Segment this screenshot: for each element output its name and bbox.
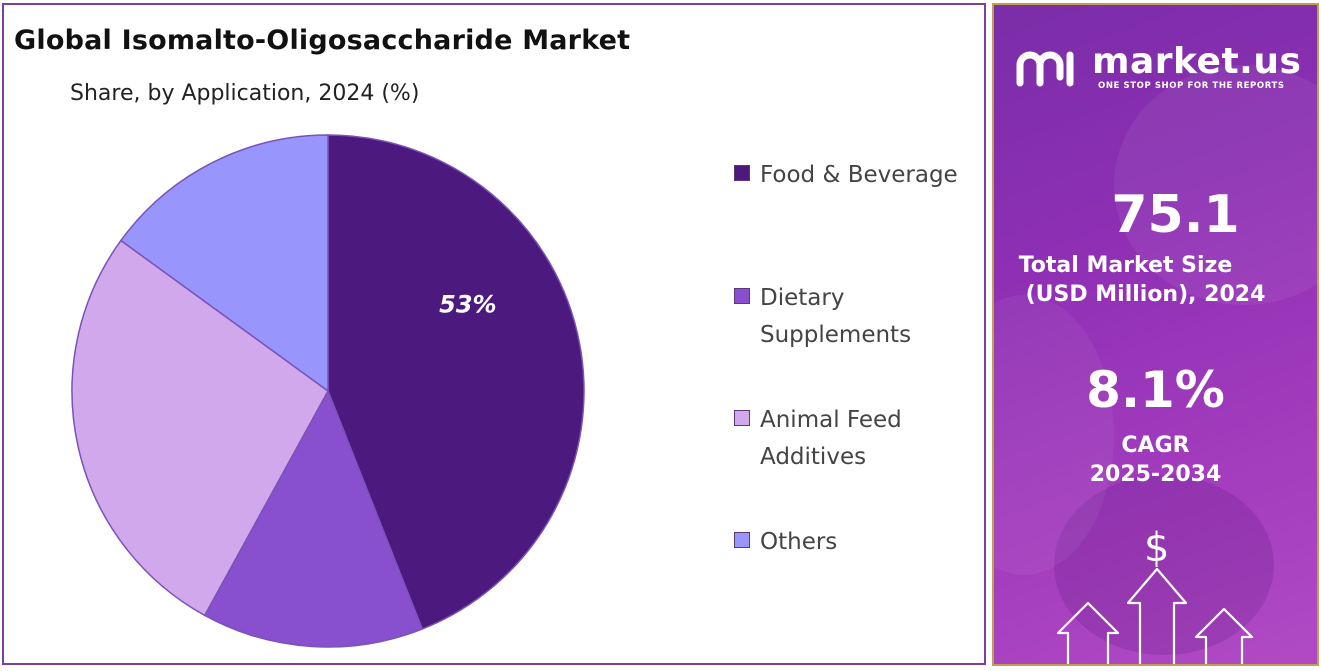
legend-swatch	[734, 410, 750, 426]
legend-label-line: Animal Feed	[760, 407, 902, 433]
pie-data-label: 53%	[439, 291, 496, 319]
background-decoration	[994, 65, 1317, 655]
brand-name: market.us	[1092, 41, 1302, 82]
growth-arrow-icon	[1056, 567, 1254, 664]
legend-label: Dietary Supplements	[760, 280, 980, 354]
legend-label: Others	[760, 524, 980, 561]
brand-tagline: ONE STOP SHOP FOR THE REPORTS	[1098, 81, 1285, 91]
legend-swatch	[734, 165, 750, 181]
market-size-value: 75.1	[1111, 185, 1240, 245]
chart-panel: Global Isomalto-Oligosaccharide Market S…	[2, 3, 986, 665]
dollar-icon: $	[1144, 525, 1170, 571]
legend-label: Food & Beverage	[760, 157, 980, 194]
stats-sidebar: market.us ONE STOP SHOP FOR THE REPORTS …	[992, 3, 1319, 666]
pie-slice-4	[119, 134, 329, 393]
cagr-value: 8.1%	[1086, 361, 1225, 419]
legend-swatch	[734, 288, 750, 304]
legend-label-line: Others	[760, 529, 838, 555]
market-size-label-line1: Total Market Size	[1018, 253, 1233, 278]
pie-slice-2	[203, 389, 424, 648]
legend-label-line: Dietary	[760, 285, 845, 311]
legend-label: Animal Feed Additives	[760, 402, 980, 476]
chart-subtitle: Share, by Application, 2024 (%)	[70, 81, 420, 106]
brand-logo: market.us ONE STOP SHOP FOR THE REPORTS	[1014, 41, 1304, 101]
legend-label-line: Supplements	[760, 322, 912, 348]
cagr-label-line2: 2025-2034	[1089, 462, 1222, 487]
market-us-logo-icon	[1016, 51, 1074, 87]
legend-label-line: Food & Beverage	[760, 162, 958, 188]
market-size-label-line2: (USD Million), 2024	[1025, 282, 1266, 307]
pie-slice-3	[71, 239, 329, 617]
pie-chart: 53%	[71, 134, 585, 648]
legend-label-line: Additives	[760, 444, 867, 470]
legend-swatch	[734, 532, 750, 548]
chart-title: Global Isomalto-Oligosaccharide Market	[14, 25, 631, 56]
pie-slice-1	[327, 134, 585, 630]
cagr-label-line1: CAGR	[1121, 433, 1190, 458]
